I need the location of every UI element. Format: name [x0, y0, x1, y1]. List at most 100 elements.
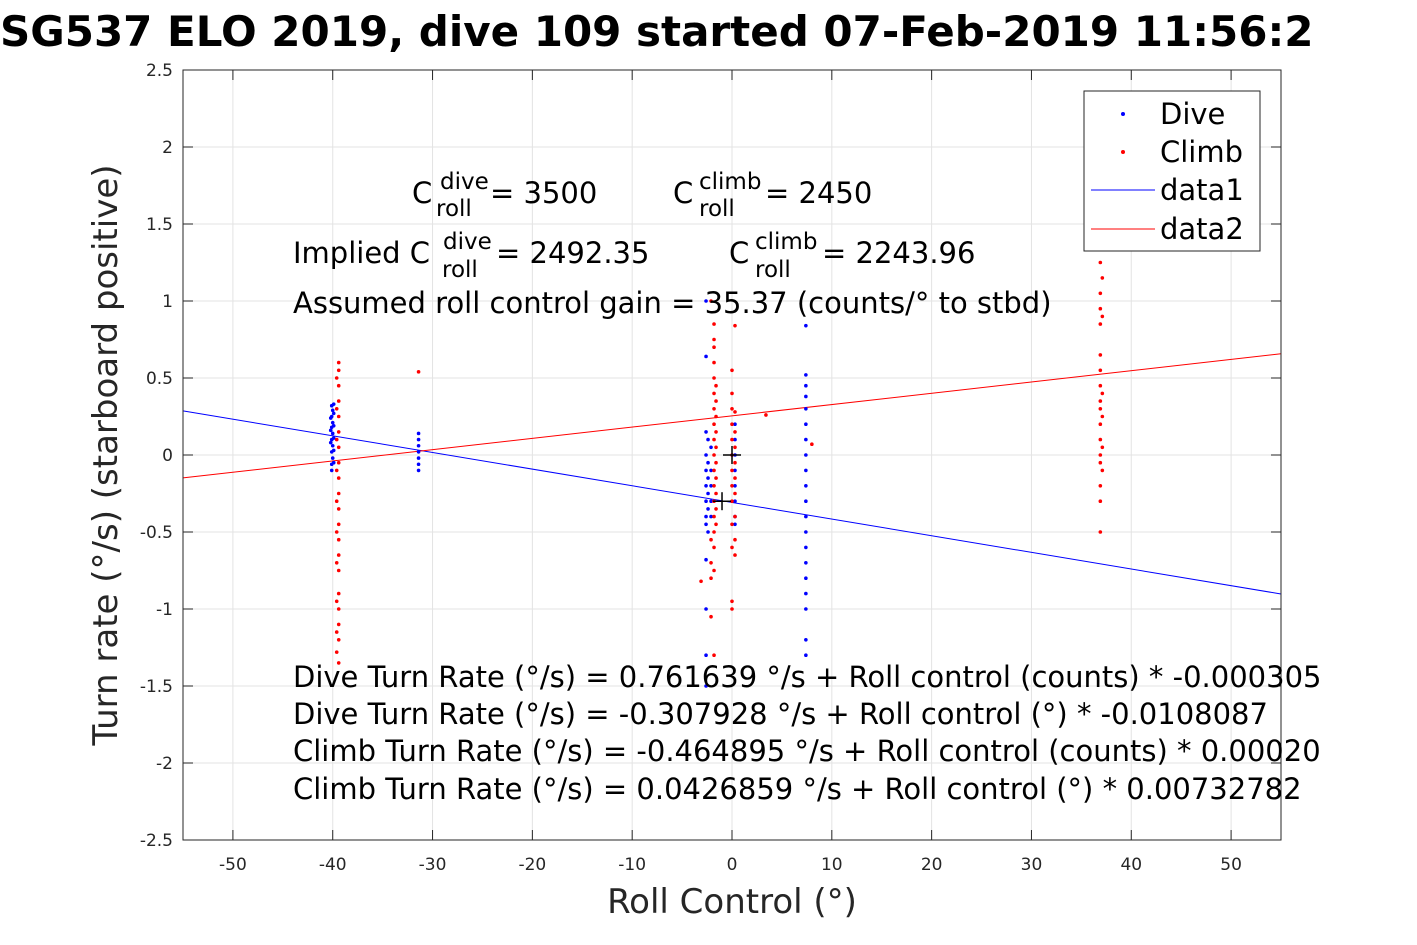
dive-point	[331, 436, 336, 440]
c-roll-climb-value: = 2450	[765, 176, 872, 210]
legend-data2-label: data2	[1160, 212, 1244, 246]
climb-point	[709, 614, 713, 619]
climb-equation-counts: Climb Turn Rate (°/s) = -0.464895 °/s + …	[293, 734, 1321, 768]
climb-point	[712, 514, 716, 519]
implied-prefix: Implied C	[293, 236, 430, 270]
climb-point	[1098, 453, 1103, 457]
dive-point	[733, 422, 737, 427]
climb-point	[1100, 414, 1105, 419]
dive-point	[704, 453, 708, 457]
x-tick-label: 40	[1120, 855, 1142, 875]
x-tick-label: -10	[618, 855, 646, 875]
climb-point	[714, 430, 718, 434]
dive-point	[704, 499, 708, 504]
climb-point	[714, 445, 718, 450]
chart-title: SG537 ELO 2019, dive 109 started 07-Feb-…	[0, 7, 1313, 56]
dive-equation-counts: Dive Turn Rate (°/s) = 0.761639 °/s + Ro…	[293, 660, 1321, 694]
climb-point	[714, 399, 718, 403]
dive-point	[709, 499, 713, 504]
y-tick-label: -2	[156, 754, 173, 774]
c-roll-dive-value: = 3500	[490, 176, 597, 210]
dive-point	[331, 448, 336, 453]
dive-point	[709, 484, 713, 488]
climb-point	[1098, 322, 1103, 326]
climb-point	[1098, 422, 1103, 427]
climb-point	[1098, 353, 1103, 357]
y-tick-label: -2.5	[140, 831, 173, 851]
climb-point	[730, 422, 734, 427]
climb-point	[336, 568, 341, 573]
climb-point	[712, 345, 716, 350]
dive-point	[328, 428, 333, 433]
dive-point	[706, 437, 710, 442]
climb-point	[1098, 368, 1103, 373]
climb-point	[1098, 407, 1103, 411]
scatter-points	[328, 260, 1105, 688]
y-tick-label: -0.5	[140, 523, 173, 543]
legend-climb-marker	[1121, 150, 1125, 154]
climb-point	[336, 399, 341, 403]
implied-climb-sub: roll	[755, 257, 791, 283]
climb-point	[712, 322, 716, 326]
dive-point	[704, 514, 708, 519]
climb-point	[336, 368, 341, 373]
climb-point	[336, 360, 341, 365]
implied-climb-base: C	[729, 236, 749, 270]
dive-point	[804, 383, 808, 388]
implied-dive-sup: dive	[443, 229, 492, 255]
dive-point	[330, 420, 335, 425]
climb-point	[336, 476, 341, 480]
climb-point	[714, 522, 718, 527]
climb-point	[336, 445, 341, 450]
climb-point	[733, 445, 737, 450]
dive-point	[733, 437, 737, 442]
climb-point	[1098, 291, 1103, 296]
x-tick-label: -30	[419, 855, 447, 875]
dive-point	[328, 440, 333, 445]
climb-point	[334, 599, 339, 604]
implied-dive-value: = 2492.35	[496, 236, 649, 270]
climb-point	[709, 561, 713, 565]
dive-point	[804, 468, 808, 473]
climb-point	[712, 437, 716, 442]
climb-point	[336, 383, 341, 388]
climb-point	[336, 661, 341, 665]
climb-point	[336, 430, 341, 434]
y-tick-label: -1	[156, 600, 173, 620]
climb-point	[712, 337, 716, 342]
implied-c-roll-climb-annotation: C climb roll = 2243.96	[729, 222, 975, 284]
legend-dive-label: Dive	[1160, 97, 1225, 131]
climb-point	[336, 622, 341, 627]
y-tick-label: 0.5	[146, 369, 173, 389]
dive-point	[804, 545, 808, 550]
climb-point	[810, 442, 814, 447]
dive-point	[331, 460, 336, 465]
climb-point	[334, 437, 339, 442]
climb-point	[730, 368, 734, 373]
climb-point	[334, 376, 339, 380]
marker-crosses	[713, 446, 741, 511]
climb-point	[334, 407, 339, 411]
dive-point	[330, 431, 335, 436]
dive-point	[331, 402, 336, 406]
climb-point	[1098, 383, 1103, 388]
climb-point	[712, 391, 716, 396]
climb-point	[733, 553, 737, 557]
climb-point	[1098, 484, 1103, 488]
dive-point	[416, 443, 421, 448]
roll-gain-annotation: Assumed roll control gain = 35.37 (count…	[293, 286, 1052, 320]
c-roll-dive-sup: dive	[440, 169, 489, 195]
climb-point	[334, 499, 339, 504]
climb-point	[730, 607, 734, 611]
y-tick-label: 1.5	[146, 215, 173, 235]
climb-point	[733, 514, 737, 519]
climb-point	[699, 579, 703, 584]
dive-point	[804, 407, 808, 411]
climb-point	[1098, 530, 1103, 534]
x-tick-label: -50	[219, 855, 247, 875]
climb-point	[712, 530, 716, 534]
dive-point	[804, 591, 808, 596]
dive-point	[709, 445, 713, 450]
climb-point	[733, 323, 737, 328]
